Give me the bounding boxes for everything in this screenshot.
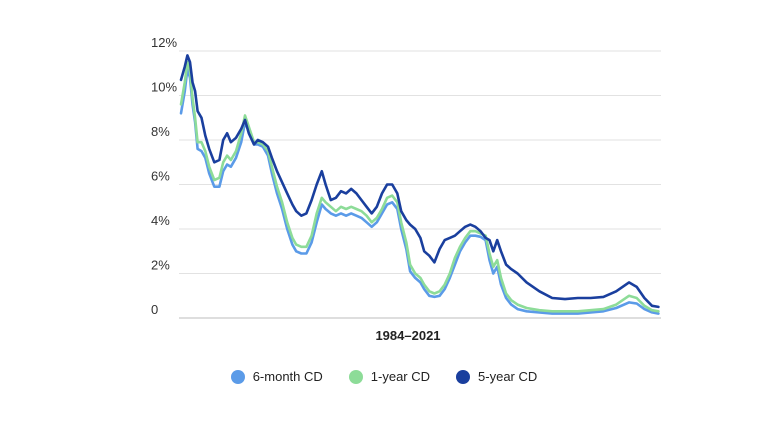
y-tick-label: 12% <box>151 35 177 50</box>
legend-label-5-year: 5-year CD <box>478 369 538 384</box>
series-line-6-month <box>179 67 660 315</box>
legend-item-5-year[interactable]: 5-year CD <box>456 369 537 384</box>
legend-swatch-1-year <box>348 369 363 384</box>
y-tick-label: 10% <box>151 80 177 95</box>
y-tick-label: 0 <box>151 302 158 317</box>
y-tick-label: 6% <box>151 169 170 184</box>
y-tick-label: 2% <box>151 258 170 273</box>
legend-label-1-year: 1-year CD <box>370 369 431 384</box>
y-tick-label: 8% <box>151 124 170 139</box>
series-line-1-year <box>179 60 660 313</box>
legend-label-6-month: 6-month CD <box>252 369 323 384</box>
y-tick-label: 4% <box>151 213 170 228</box>
series-line-5-year <box>179 54 660 309</box>
x-axis-label: 1984–2021 <box>375 328 440 343</box>
legend: 6-month CD 1-year CD 5-year CD <box>0 369 768 384</box>
legend-item-6-month[interactable]: 6-month CD <box>230 369 323 384</box>
legend-item-1-year[interactable]: 1-year CD <box>348 369 431 384</box>
y-axis-ticks: 0 2% 4% 6% 8% 10% 12% <box>151 35 177 317</box>
legend-swatch-6-month <box>230 369 245 384</box>
legend-swatch-5-year <box>456 369 471 384</box>
series-lines <box>179 54 660 315</box>
